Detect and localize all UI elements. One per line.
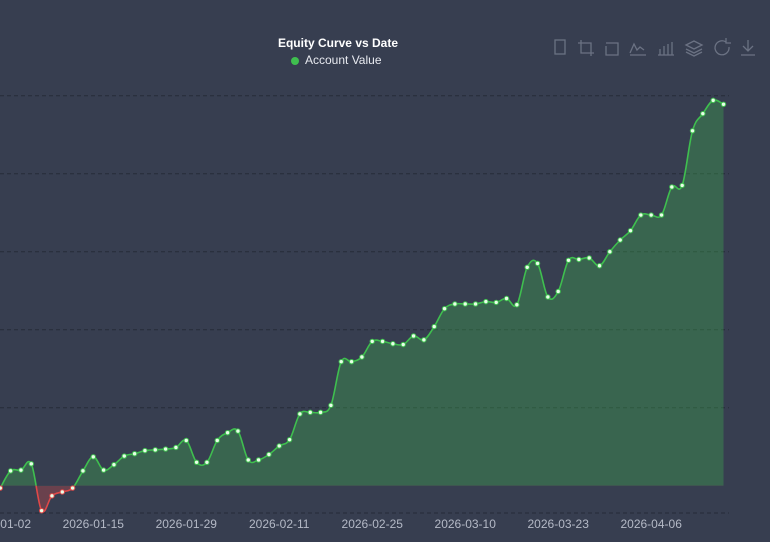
data-point [555,288,561,295]
data-point [142,447,148,454]
data-point [255,457,262,463]
icon-bar[interactable] [658,42,674,56]
data-point [328,402,334,409]
data-point [297,411,303,417]
x-tick-label: 2026-01-29 [156,517,218,531]
icon-stack[interactable] [684,40,704,57]
data-point [59,489,65,495]
data-point [617,237,623,243]
toolbar [554,38,755,57]
data-point [669,184,675,190]
data-point [152,447,158,453]
data-point [689,128,696,134]
data-point [648,212,654,218]
area-positive [0,100,724,486]
legend-label: Account Value [305,53,382,67]
data-point [214,437,220,444]
x-tick-label: 2026-01-02 [0,517,31,531]
icon-line[interactable] [629,42,646,56]
data-point [38,507,45,514]
data-point [193,459,200,465]
data-point [720,101,727,107]
data-point [534,260,541,267]
data-point [173,444,179,451]
data-point [607,249,613,255]
data-point [441,305,448,312]
data-point [700,110,706,117]
data-point [28,461,34,467]
data-point [162,446,169,452]
legend-swatch [291,57,299,65]
data-point [7,468,14,474]
icon-zoom[interactable] [578,40,594,56]
data-point [131,451,138,457]
data-point [235,428,241,434]
data-point [627,227,634,234]
data-point [90,454,96,460]
data-point [679,182,685,189]
data-point [100,467,107,473]
data-point [307,409,313,416]
data-point [121,453,127,459]
data-point [390,341,396,347]
data-point [80,468,86,474]
icon-zoom-reset[interactable] [605,42,619,56]
data-point [379,338,386,345]
data-point [69,485,76,491]
icon-save[interactable] [741,40,755,56]
icon-data-view[interactable] [554,39,566,55]
x-tick-label: 2026-02-11 [249,517,310,531]
data-point [369,338,375,345]
data-point [462,301,468,307]
data-point [514,302,520,308]
data-point [183,437,189,444]
data-point [224,429,231,436]
data-point [524,264,530,270]
data-point [204,459,210,465]
x-tick-label: 2026-03-10 [435,517,497,531]
data-point [545,294,551,300]
data-point [276,443,282,449]
data-point [111,461,117,468]
data-point [348,358,355,365]
icon-restore[interactable] [714,38,731,56]
data-point [317,409,324,416]
data-point [565,257,572,263]
x-tick-label: 2026-03-23 [528,517,590,531]
x-tick-label: 2026-02-25 [342,517,404,531]
data-point [266,451,272,458]
data-point [400,341,406,348]
data-point [359,354,365,360]
data-point [483,298,489,305]
x-tick-label: 2026-01-15 [63,517,125,531]
data-point [596,263,603,269]
data-point [493,299,499,306]
data-point [586,255,592,261]
data-point [452,301,458,307]
chart-title: Equity Curve vs Date [278,36,398,50]
data-point [338,358,344,365]
data-point [638,212,644,218]
data-point [503,295,510,302]
x-tick-label: 2026-04-06 [620,517,682,531]
data-point [576,256,582,263]
data-point [410,333,417,339]
data-point [421,337,427,343]
data-point [0,485,3,491]
data-point [431,323,437,330]
data-point [245,457,251,463]
data-point [658,212,665,218]
area-negative [0,485,75,512]
data-point [18,467,24,473]
data-point [286,436,293,443]
data-point [49,493,55,499]
data-point [472,301,479,307]
data-point [710,97,716,104]
